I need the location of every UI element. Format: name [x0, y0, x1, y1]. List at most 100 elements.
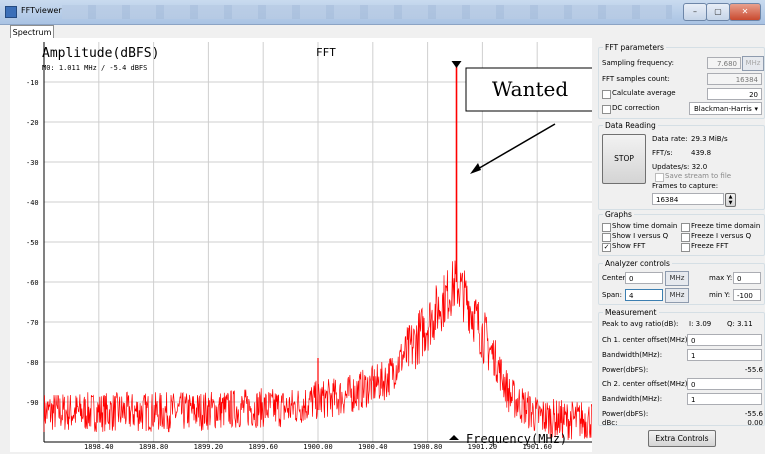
x-tick-label: 1901.20: [468, 443, 498, 451]
graphs-group: Graphs Show time domain Freeze time doma…: [598, 210, 765, 256]
x-axis-label: Frequency(MHz): [466, 432, 567, 446]
dc-correction-checkbox[interactable]: [602, 105, 611, 114]
fft-per-second-label: FFT/s:: [652, 149, 673, 157]
y-tick-label: -10: [26, 79, 39, 87]
tab-spectrum[interactable]: Spectrum: [10, 25, 54, 39]
spectrum-chart[interactable]: -10 -20 -30 -40 -50 -60 -70 -80 -90 1898.40 1898.8…: [10, 38, 595, 452]
data-reading-group: Data Reading STOP Data rate: 29.3 MiB/s …: [598, 121, 765, 210]
annotation-arrow: [475, 123, 556, 171]
y-tick-label: -80: [26, 359, 39, 367]
frames-spinner[interactable]: ▲ ▼: [725, 193, 736, 207]
bandwidth1-field[interactable]: 1: [687, 349, 762, 361]
marker-m0-top[interactable]: [451, 61, 462, 68]
power2-label: Power(dbFS):: [602, 410, 649, 418]
data-rate-label: Data rate:: [652, 135, 688, 143]
save-stream-label: Save stream to file: [665, 172, 732, 180]
y-axis-label: Amplitude(dBFS): [42, 46, 159, 61]
window-function-select[interactable]: Blackman-Harris ▾: [689, 102, 762, 115]
freeze-time-domain-label: Freeze time domain: [691, 222, 761, 230]
peak-to-avg-label: Peak to avg ratio(dB):: [602, 320, 679, 328]
close-button[interactable]: ✕: [729, 3, 761, 21]
background-tabs: [62, 5, 672, 19]
measurement-title: Measurement: [603, 308, 659, 317]
annotation-wanted: Wanted: [492, 77, 568, 101]
save-stream-checkbox[interactable]: [655, 173, 664, 182]
power1-value: -55.6: [744, 366, 763, 374]
min-y-label: min Y:: [709, 291, 731, 299]
freeze-i-vs-q-label: Freeze I versus Q: [691, 232, 752, 240]
analyzer-controls-group: Analyzer controls Center: 0 MHz max Y: 0…: [598, 259, 765, 305]
fft-samples-field[interactable]: 16384: [707, 73, 762, 85]
calculate-average-checkbox[interactable]: [602, 90, 611, 99]
bandwidth2-label: Bandwidth(MHz):: [602, 395, 663, 403]
peak-q-value: Q: 3.11: [727, 320, 753, 328]
max-y-label: max Y:: [709, 274, 733, 282]
app-icon: [5, 6, 17, 18]
frames-to-capture-label: Frames to capture:: [652, 182, 719, 190]
show-fft-label: Show FFT: [612, 242, 646, 250]
sampling-frequency-field[interactable]: 7.680: [707, 57, 741, 69]
minimize-button[interactable]: –: [683, 3, 707, 21]
sampling-frequency-label: Sampling frequency:: [602, 59, 674, 67]
annotation-arrowhead: [470, 163, 481, 174]
x-tick-label: 1898.40: [84, 443, 114, 451]
freeze-i-vs-q-checkbox[interactable]: [681, 233, 690, 242]
x-tick-label: 1901.60: [522, 443, 552, 451]
frames-to-capture-field[interactable]: 16384: [652, 193, 724, 205]
data-rate-value: 29.3 MiB/s: [691, 135, 728, 143]
show-fft-checkbox[interactable]: ✓: [602, 243, 611, 252]
fft-plot[interactable]: -10 -20 -30 -40 -50 -60 -70 -80 -90 1898.40 1898.8…: [10, 38, 595, 452]
measurement-group: Measurement Peak to avg ratio(dB): I: 3.…: [598, 308, 765, 427]
updates-per-second: Updates/s: 32.0: [652, 163, 708, 171]
dbc-value: 0.00: [747, 419, 763, 427]
y-tick-label: -70: [26, 319, 39, 327]
extra-controls-button[interactable]: Extra Controls: [648, 430, 716, 447]
title-bar: FFTviewer – ▢ ✕: [0, 0, 765, 25]
fft-parameters-group: FFT parameters Sampling frequency: 7.680…: [598, 43, 765, 119]
peak-i-value: I: 3.09: [689, 320, 712, 328]
x-tick-label: 1900.40: [358, 443, 388, 451]
freeze-time-domain-checkbox[interactable]: [681, 223, 690, 232]
x-tick-label: 1900.80: [413, 443, 443, 451]
center-field[interactable]: 0: [625, 272, 663, 284]
fft-per-second-value: 439.8: [691, 149, 712, 157]
graphs-title: Graphs: [603, 210, 634, 219]
y-tick-label: -40: [26, 199, 39, 207]
power1-label: Power(dbFS):: [602, 366, 649, 374]
min-y-field[interactable]: -100: [733, 289, 761, 301]
span-unit-button[interactable]: MHz: [665, 288, 689, 303]
annotation-box: [465, 67, 595, 112]
freeze-fft-label: Freeze FFT: [691, 242, 729, 250]
fft-parameters-title: FFT parameters: [603, 43, 666, 52]
marker-readout: M0: 1.011 MHz / -5.4 dBFS: [42, 64, 147, 72]
window-title: FFTviewer: [21, 6, 62, 15]
center-label: Center:: [602, 274, 628, 282]
show-time-domain-checkbox[interactable]: [602, 223, 611, 232]
center-unit-button[interactable]: MHz: [665, 271, 689, 286]
power2-value: -55.6: [744, 410, 763, 418]
control-panel: FFT parameters Sampling frequency: 7.680…: [596, 40, 765, 452]
stop-button[interactable]: STOP: [602, 134, 646, 184]
dc-correction-label: DC correction: [612, 104, 660, 112]
fft-samples-label: FFT samples count:: [602, 75, 670, 83]
y-tick-label: -30: [26, 159, 39, 167]
sampling-unit-button[interactable]: MHz: [742, 56, 764, 71]
ch2-offset-field[interactable]: 0: [687, 378, 762, 390]
ch1-offset-field[interactable]: 0: [687, 334, 762, 346]
data-reading-title: Data Reading: [603, 121, 658, 130]
freeze-fft-checkbox[interactable]: [681, 243, 690, 252]
maximize-button[interactable]: ▢: [706, 3, 730, 21]
y-tick-label: -20: [26, 119, 39, 127]
show-time-domain-label: Show time domain: [612, 222, 678, 230]
average-count-field[interactable]: 20: [707, 88, 762, 100]
y-tick-label: -50: [26, 239, 39, 247]
bandwidth1-label: Bandwidth(MHz):: [602, 351, 663, 359]
max-y-field[interactable]: 0: [733, 272, 761, 284]
marker-m0-bottom[interactable]: [449, 435, 459, 440]
x-tick-label: 1900.00: [303, 443, 333, 451]
bandwidth2-field[interactable]: 1: [687, 393, 762, 405]
x-tick-label: 1898.80: [139, 443, 169, 451]
span-field[interactable]: 4: [625, 289, 663, 301]
show-i-vs-q-checkbox[interactable]: [602, 233, 611, 242]
y-tick-label: -90: [26, 399, 39, 407]
